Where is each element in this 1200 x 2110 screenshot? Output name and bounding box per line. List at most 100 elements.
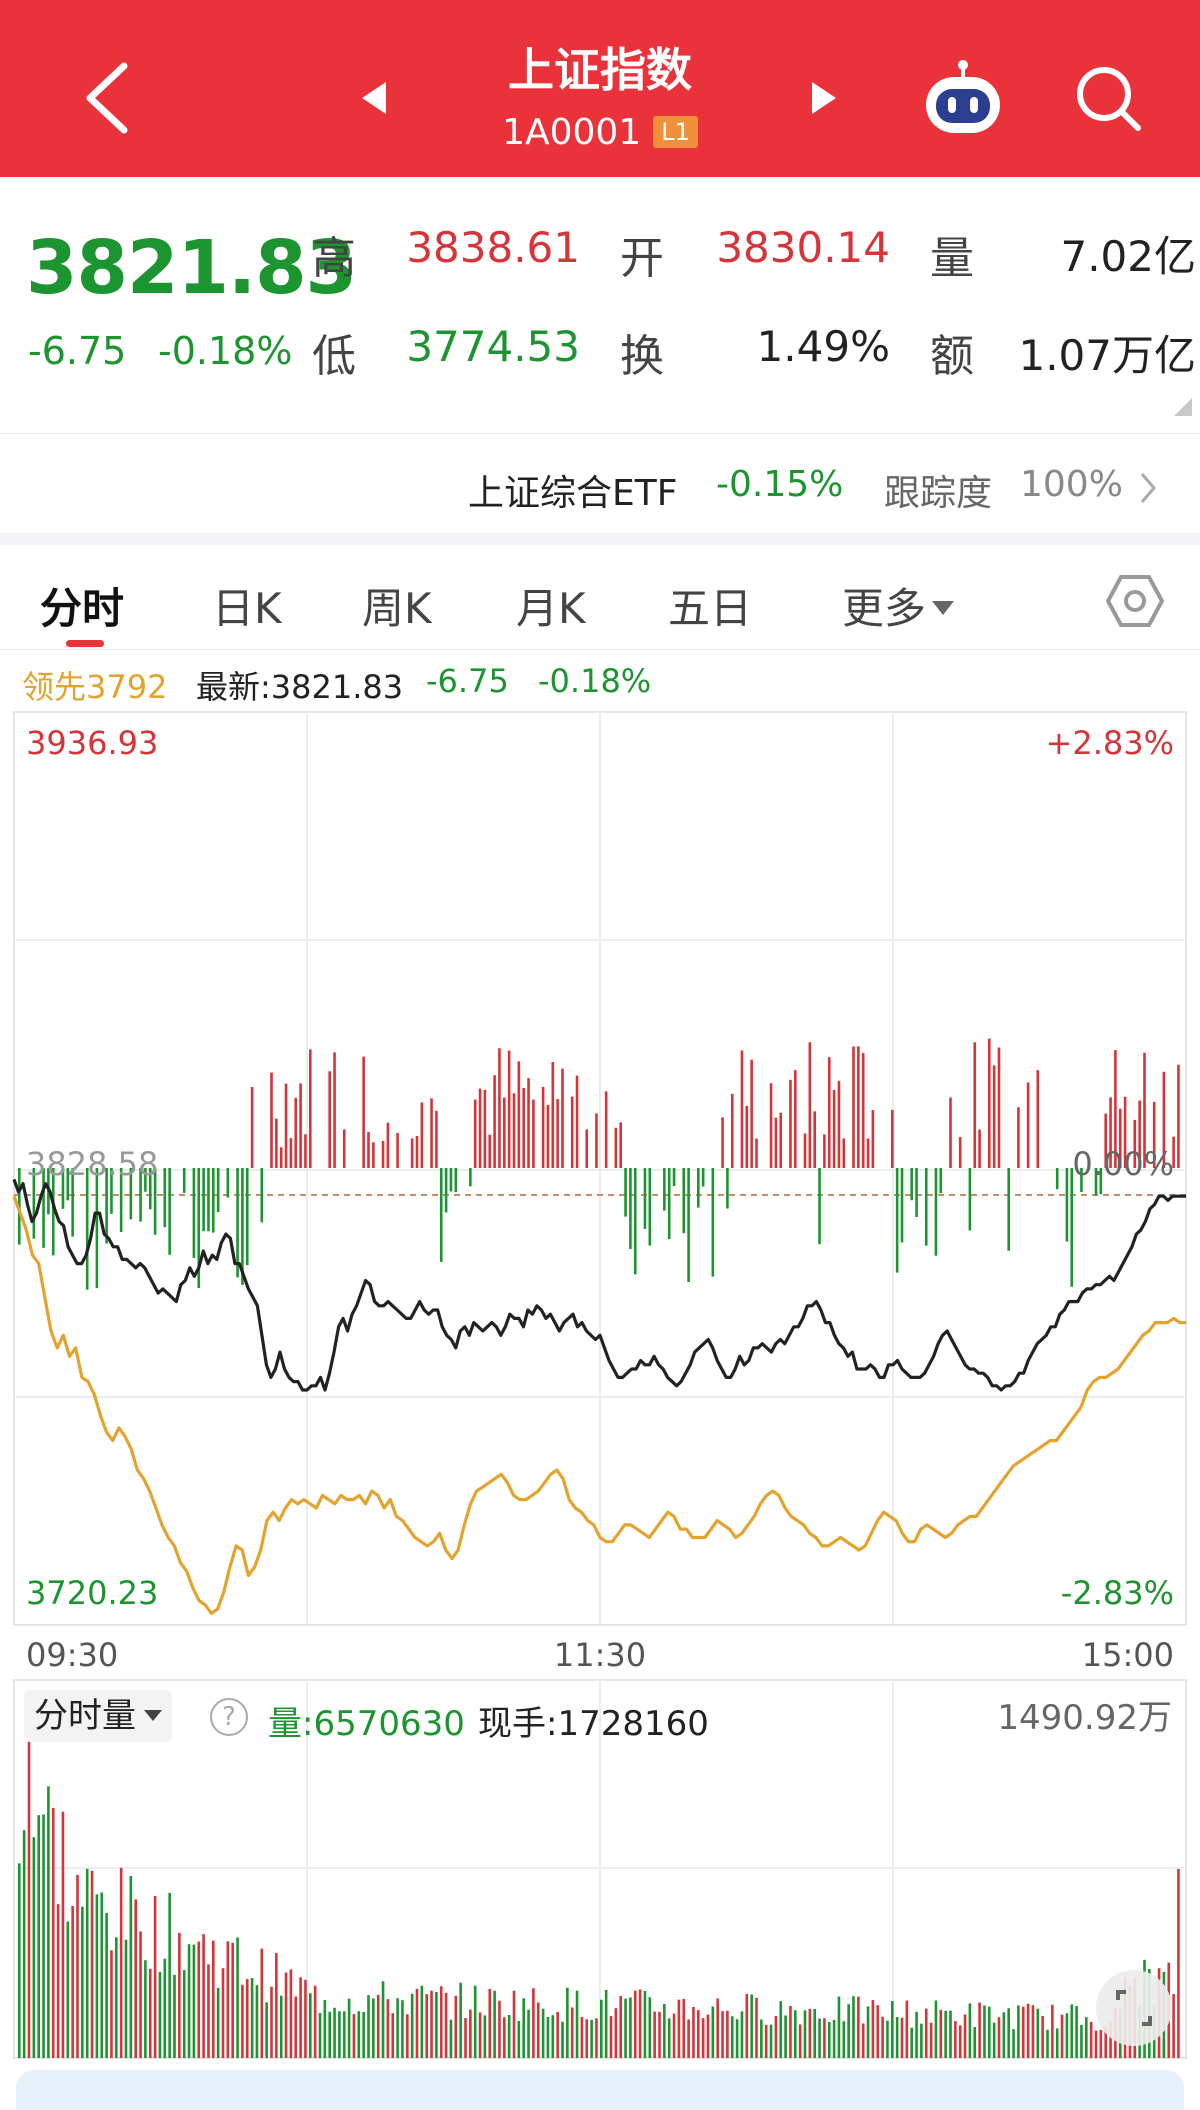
tab-more[interactable]: 更多 xyxy=(842,575,955,636)
net-flow-bar-down xyxy=(444,1168,448,1213)
volume-bar-up xyxy=(134,1899,137,2058)
volume-indicator-selector[interactable]: 分时量 xyxy=(24,1690,172,1742)
net-flow-bar-up xyxy=(1036,1070,1040,1168)
etf-tracking-bar[interactable]: 上证综合ETF -0.15% 跟踪度 100% xyxy=(0,433,1200,533)
volume-bar-down xyxy=(158,1972,162,2058)
volume-bar-down xyxy=(483,2015,487,2058)
current-hand-value: 现手:1728160 xyxy=(478,1704,709,1744)
net-flow-bar-up xyxy=(284,1083,288,1168)
volume-bar-down xyxy=(643,1990,647,2058)
latest-price-line xyxy=(12,1178,1186,1392)
tab-daily-k[interactable]: 日K xyxy=(212,584,282,633)
volume-bar-down xyxy=(794,2010,797,2058)
net-flow-bar-down xyxy=(469,1168,472,1187)
volume-max-label: 1490.92万 xyxy=(997,1698,1172,1738)
net-flow-bar-down xyxy=(245,1168,249,1266)
volume-bar-down xyxy=(47,1786,50,2058)
volume-bar-down xyxy=(265,2002,268,2058)
net-flow-bar-up xyxy=(866,1138,870,1168)
net-flow-bar-down xyxy=(61,1168,65,1209)
volume-bar-up xyxy=(386,1999,390,2058)
volume-bar-down xyxy=(760,2019,763,2058)
tracking-value: 100% xyxy=(1020,464,1123,505)
volume-bar-up xyxy=(498,2000,501,2058)
net-flow-bar-down xyxy=(1070,1168,1074,1287)
volume-bar-up xyxy=(488,1988,492,2058)
volume-bar-up xyxy=(512,1990,516,2058)
back-icon[interactable] xyxy=(72,58,142,138)
net-flow-bar-down xyxy=(663,1168,666,1211)
net-flow-bar-down xyxy=(66,1168,70,1201)
volume-bar-up xyxy=(1031,2005,1035,2058)
volume-bar-down xyxy=(663,2004,666,2058)
net-flow-bar-down xyxy=(1065,1168,1069,1242)
net-flow-bar-up xyxy=(789,1079,792,1168)
volume-bar-down xyxy=(124,1939,128,2058)
high-label: 高 xyxy=(312,233,356,284)
net-flow-bar-down xyxy=(624,1168,627,1217)
volume-bar-down xyxy=(575,1990,579,2058)
net-flow-bar-up xyxy=(978,1129,981,1168)
volume-bar-up xyxy=(1026,2003,1030,2058)
volume-bar-down xyxy=(333,2007,336,2058)
net-flow-bar-up xyxy=(522,1088,525,1168)
volume-bar-up xyxy=(798,2024,802,2058)
prev-arrow-icon[interactable] xyxy=(356,78,392,118)
x-tick-end: 15:00 xyxy=(1082,1636,1174,1674)
bottom-panel xyxy=(16,2070,1184,2110)
volume-bar-up xyxy=(633,1990,637,2058)
next-arrow-icon[interactable] xyxy=(806,78,842,118)
axis-labels: 3936.93 +2.83% 3828.58 0.00% 3720.23 -2.83% 09… xyxy=(26,724,1174,1674)
volume-bar-up xyxy=(774,2016,778,2058)
volume-bar-down xyxy=(1080,2024,1083,2058)
volume-bar-down xyxy=(1065,2013,1069,2058)
net-flow-bar-down xyxy=(168,1168,171,1255)
net-flow-bar-down xyxy=(449,1168,453,1192)
section-divider xyxy=(0,533,1200,545)
net-flow-bar-up xyxy=(362,1056,365,1168)
volume-bar-down xyxy=(1070,2004,1074,2058)
legend-change: -6.75 xyxy=(426,662,509,700)
search-icon[interactable] xyxy=(1072,62,1144,134)
tab-five-day[interactable]: 五日 xyxy=(668,584,753,633)
volume-bar-down xyxy=(459,1982,462,2058)
volume-bar-down xyxy=(144,1960,147,2058)
volume-bar-up xyxy=(672,2013,676,2058)
settings-hexagon-icon[interactable] xyxy=(1106,572,1164,630)
help-icon[interactable]: ? xyxy=(210,1698,248,1736)
volume-bar-up xyxy=(1109,2021,1112,2058)
net-flow-bar-up xyxy=(396,1132,399,1168)
volume-bar-up xyxy=(27,1695,31,2058)
net-flow-bar-down xyxy=(643,1168,647,1229)
volume-bar-up xyxy=(352,2014,356,2058)
chevron-right-icon xyxy=(1140,473,1156,503)
net-flow-bar-up xyxy=(420,1102,424,1168)
tab-weekly-k[interactable]: 周K xyxy=(362,584,432,633)
net-flow-bar-up xyxy=(561,1068,564,1168)
net-flow-bar-down xyxy=(144,1168,147,1192)
net-flow-bars xyxy=(18,1038,1180,1290)
net-flow-bar-down xyxy=(726,1168,729,1209)
net-flow-bar-up xyxy=(988,1038,991,1168)
volume-bar-up xyxy=(638,1989,642,2058)
net-flow-bar-up xyxy=(304,1134,307,1168)
tab-intraday[interactable]: 分时 xyxy=(40,584,125,633)
net-flow-bar-down xyxy=(910,1168,913,1201)
net-flow-bar-up xyxy=(949,1097,952,1168)
volume-bar-down xyxy=(818,2018,821,2058)
expand-corner-icon[interactable] xyxy=(1174,398,1192,416)
net-flow-bar-down xyxy=(95,1168,99,1289)
net-flow-bar-down xyxy=(110,1168,113,1214)
net-flow-bar-down xyxy=(924,1168,928,1246)
robot-assistant-icon[interactable] xyxy=(920,55,1006,141)
fullscreen-icon[interactable] xyxy=(1096,1970,1172,2046)
net-flow-bar-up xyxy=(842,1138,846,1168)
tab-monthly-k[interactable]: 月K xyxy=(516,584,586,633)
net-flow-bar-down xyxy=(153,1168,157,1235)
volume-bar-down xyxy=(648,1997,652,2058)
volume-bar-up xyxy=(299,1977,302,2058)
net-flow-bar-down xyxy=(939,1168,943,1194)
price-change-pct: -0.18% xyxy=(158,329,293,373)
volume-bar-down xyxy=(517,2020,521,2058)
